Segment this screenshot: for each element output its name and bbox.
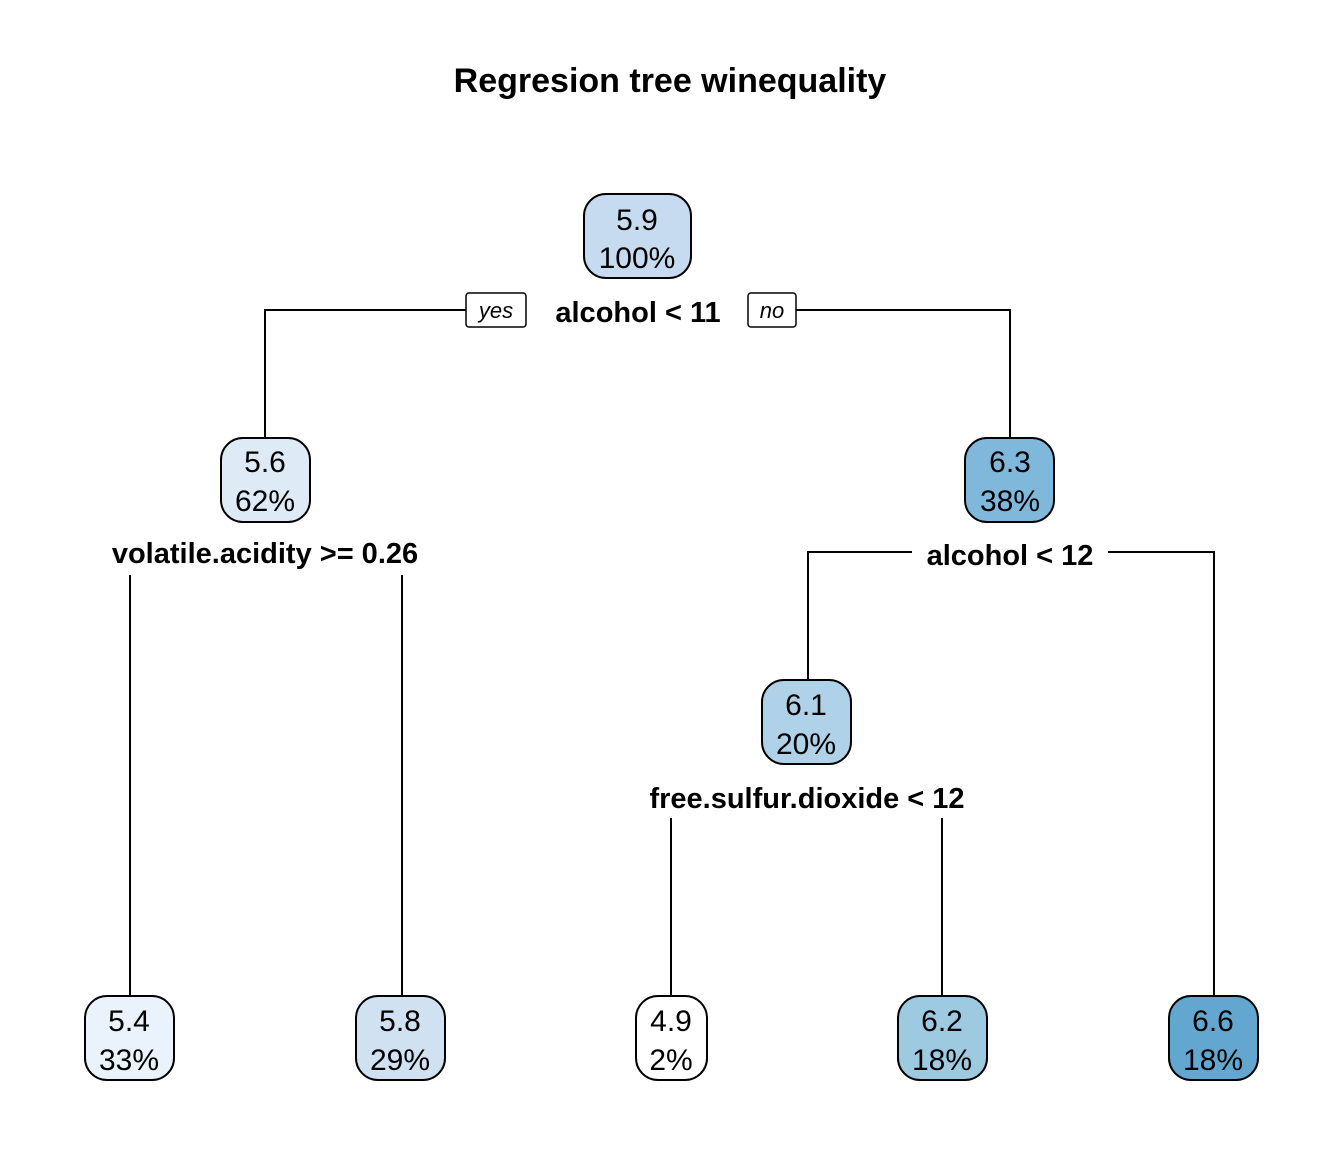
- node-n7-value: 6.6: [1192, 1005, 1234, 1038]
- edge-root-to-n2: [264, 309, 470, 438]
- node-n13-box: [897, 995, 988, 1081]
- node-root-value: 5.9: [616, 204, 658, 237]
- split-label-n2: volatile.acidity >= 0.26: [112, 538, 418, 570]
- node-n4-percent: 33%: [99, 1044, 159, 1077]
- node-n6-value: 6.1: [785, 689, 827, 722]
- node-n3-value: 6.3: [989, 446, 1031, 479]
- node-n5-box: [355, 995, 446, 1081]
- edge-n3-to-n7: [1108, 551, 1215, 996]
- node-root-box: [583, 193, 692, 279]
- node-n12-box: [635, 995, 708, 1081]
- svg-text:yes: yes: [477, 298, 513, 323]
- node-n12-percent: 2%: [649, 1044, 692, 1077]
- node-n3-box: [964, 437, 1055, 523]
- node-n3-percent: 38%: [980, 485, 1040, 518]
- node-n5-value: 5.8: [379, 1005, 421, 1038]
- split-label-n3: alcohol < 12: [927, 540, 1094, 572]
- node-n7-percent: 18%: [1183, 1044, 1243, 1077]
- diagram-title: Regresion tree winequality: [454, 62, 887, 100]
- node-n2-percent: 62%: [235, 485, 295, 518]
- node-n6-box: [761, 679, 852, 765]
- node-n5-percent: 29%: [370, 1044, 430, 1077]
- node-n12: 4.9 2%: [635, 995, 708, 1081]
- tree-edges: [129, 309, 1215, 996]
- node-n7-box: [1168, 995, 1259, 1081]
- node-n4-box: [84, 995, 175, 1081]
- node-n5: 5.8 29%: [355, 995, 446, 1081]
- node-root: 5.9 100%: [583, 193, 692, 279]
- node-n4-value: 5.4: [108, 1005, 150, 1038]
- node-n2: 5.6 62%: [220, 437, 311, 523]
- node-root-percent: 100%: [599, 242, 676, 275]
- no-tag: no: [747, 292, 797, 328]
- yes-tag: yes: [465, 292, 527, 328]
- split-label-n6: free.sulfur.dioxide < 12: [649, 783, 964, 815]
- edge-n3-to-n6: [807, 551, 912, 680]
- svg-text:no: no: [760, 298, 784, 323]
- node-n2-box: [220, 437, 311, 523]
- node-n6-percent: 20%: [776, 728, 836, 761]
- node-n2-value: 5.6: [244, 446, 286, 479]
- node-n6: 6.1 20%: [761, 679, 852, 765]
- edge-root-to-n3: [796, 309, 1011, 438]
- node-n13: 6.2 18%: [897, 995, 988, 1081]
- node-n12-value: 4.9: [650, 1005, 692, 1038]
- node-n7: 6.6 18%: [1168, 995, 1259, 1081]
- node-n13-value: 6.2: [921, 1005, 963, 1038]
- node-n4: 5.4 33%: [84, 995, 175, 1081]
- node-n13-percent: 18%: [912, 1044, 972, 1077]
- node-n3: 6.3 38%: [964, 437, 1055, 523]
- split-label-root: alcohol < 11: [555, 297, 720, 329]
